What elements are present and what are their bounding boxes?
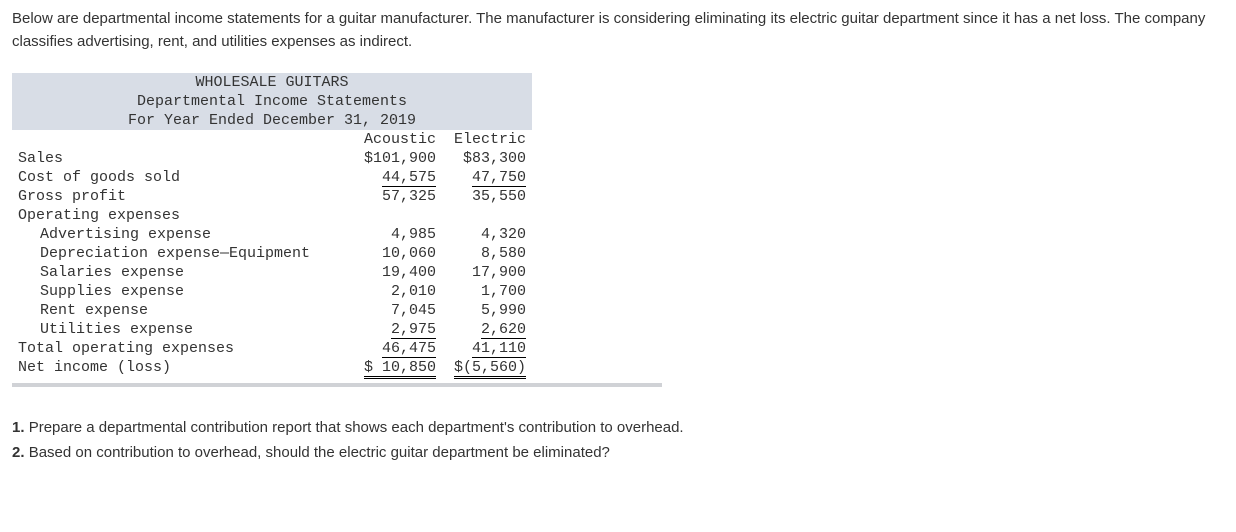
row-label: Net income (loss) xyxy=(12,358,352,377)
table-header-title: Departmental Income Statements xyxy=(12,92,532,111)
intro-text: Below are departmental income statements… xyxy=(12,8,1224,53)
cell-value: 2,010 xyxy=(352,282,442,301)
cell-value: $ 10,850 xyxy=(364,359,436,379)
table-row: Supplies expense 2,010 1,700 xyxy=(12,282,532,301)
cell-value: 57,325 xyxy=(352,187,442,206)
question-text: Prepare a departmental contribution repo… xyxy=(29,419,684,436)
col-header-electric: Electric xyxy=(442,130,532,149)
cell-value: 4,985 xyxy=(352,225,442,244)
cell-value: 44,575 xyxy=(382,169,436,187)
cell-value: 2,620 xyxy=(481,321,526,339)
cell-value: $(5,560) xyxy=(454,359,526,379)
cell-value: $83,300 xyxy=(442,149,532,168)
cell-value: 5,990 xyxy=(442,301,532,320)
row-label: Rent expense xyxy=(12,301,352,320)
cell-value: 2,975 xyxy=(391,321,436,339)
table-row: Cost of goods sold 44,575 47,750 xyxy=(12,168,532,187)
row-label: Advertising expense xyxy=(12,225,352,244)
row-label: Depreciation expense—Equipment xyxy=(12,244,352,263)
income-statement-table: WHOLESALE GUITARS Departmental Income St… xyxy=(12,73,532,377)
cell-value: 17,900 xyxy=(442,263,532,282)
row-label: Cost of goods sold xyxy=(12,168,352,187)
cell-value: 35,550 xyxy=(442,187,532,206)
table-row: Salaries expense 19,400 17,900 xyxy=(12,263,532,282)
row-label: Supplies expense xyxy=(12,282,352,301)
table-row: Advertising expense 4,985 4,320 xyxy=(12,225,532,244)
cell-value: 19,400 xyxy=(352,263,442,282)
cell-value: 1,700 xyxy=(442,282,532,301)
question-number: 1. xyxy=(12,419,25,436)
cell-value: $101,900 xyxy=(352,149,442,168)
divider xyxy=(12,383,662,387)
cell-value: 4,320 xyxy=(442,225,532,244)
table-header-company: WHOLESALE GUITARS xyxy=(12,73,532,92)
question-text: Based on contribution to overhead, shoul… xyxy=(29,444,610,461)
cell-value: 41,110 xyxy=(472,340,526,358)
table-row: Gross profit 57,325 35,550 xyxy=(12,187,532,206)
cell-value: 46,475 xyxy=(382,340,436,358)
table-header-period: For Year Ended December 31, 2019 xyxy=(12,111,532,130)
col-header-acoustic: Acoustic xyxy=(352,130,442,149)
cell-value: 47,750 xyxy=(472,169,526,187)
cell-value: 7,045 xyxy=(352,301,442,320)
row-label: Total operating expenses xyxy=(12,339,352,358)
cell-value: 10,060 xyxy=(352,244,442,263)
table-row: Operating expenses xyxy=(12,206,532,225)
table-row: Depreciation expense—Equipment 10,060 8,… xyxy=(12,244,532,263)
cell-value: 8,580 xyxy=(442,244,532,263)
table-row: Rent expense 7,045 5,990 xyxy=(12,301,532,320)
questions-block: 1. Prepare a departmental contribution r… xyxy=(12,417,1224,464)
table-row: Net income (loss) $ 10,850 $(5,560) xyxy=(12,358,532,377)
row-label: Operating expenses xyxy=(12,206,532,225)
question-number: 2. xyxy=(12,444,25,461)
table-row: Total operating expenses 46,475 41,110 xyxy=(12,339,532,358)
row-label: Sales xyxy=(12,149,352,168)
row-label: Utilities expense xyxy=(12,320,352,339)
table-row: Utilities expense 2,975 2,620 xyxy=(12,320,532,339)
table-row: Sales $101,900 $83,300 xyxy=(12,149,532,168)
row-label: Salaries expense xyxy=(12,263,352,282)
row-label: Gross profit xyxy=(12,187,352,206)
